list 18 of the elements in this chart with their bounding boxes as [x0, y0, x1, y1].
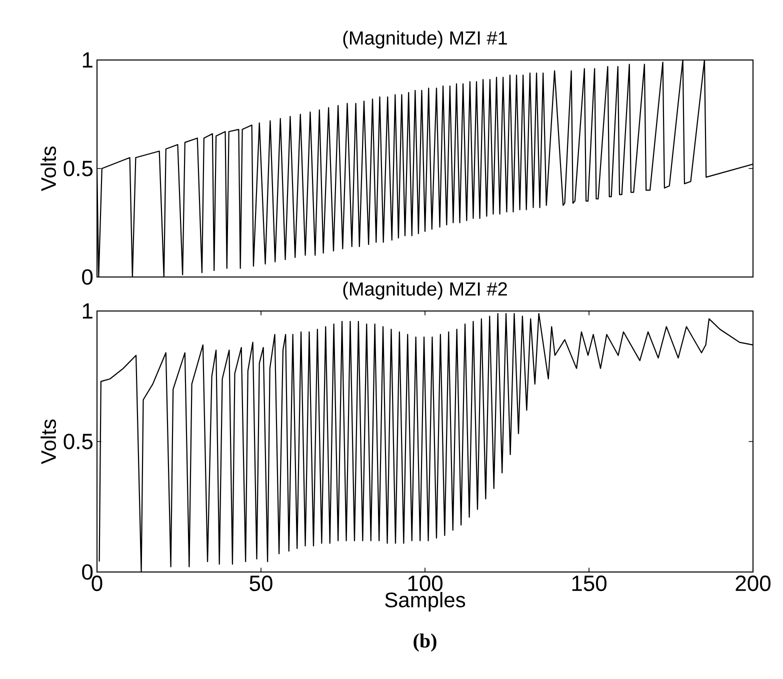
y-tick-label: 1 — [82, 52, 92, 68]
y-axis-title: Volts — [40, 146, 56, 192]
y-tick-label: 1 — [82, 303, 92, 319]
line-series — [98, 313, 754, 572]
y-tick-label: 0 — [82, 269, 93, 285]
y-axis-title: Volts — [40, 419, 56, 464]
line-series — [97, 60, 754, 277]
x-tick-label: 150 — [572, 576, 606, 592]
text: (b) — [414, 634, 436, 652]
x-tick-label: 50 — [250, 576, 272, 592]
x-axis-title: Samples — [385, 592, 466, 612]
y-tick-label: 0.5 — [64, 160, 93, 176]
chart-title: (Magnitude) MZI #1 — [343, 30, 507, 48]
x-tick-label: 200 — [736, 576, 770, 592]
chart-title: (Magnitude) MZI #2 — [343, 282, 507, 300]
x-tick-label: 100 — [408, 576, 442, 592]
y-tick-label: 0.5 — [64, 434, 93, 450]
y-tick-label: 0 — [82, 564, 93, 580]
